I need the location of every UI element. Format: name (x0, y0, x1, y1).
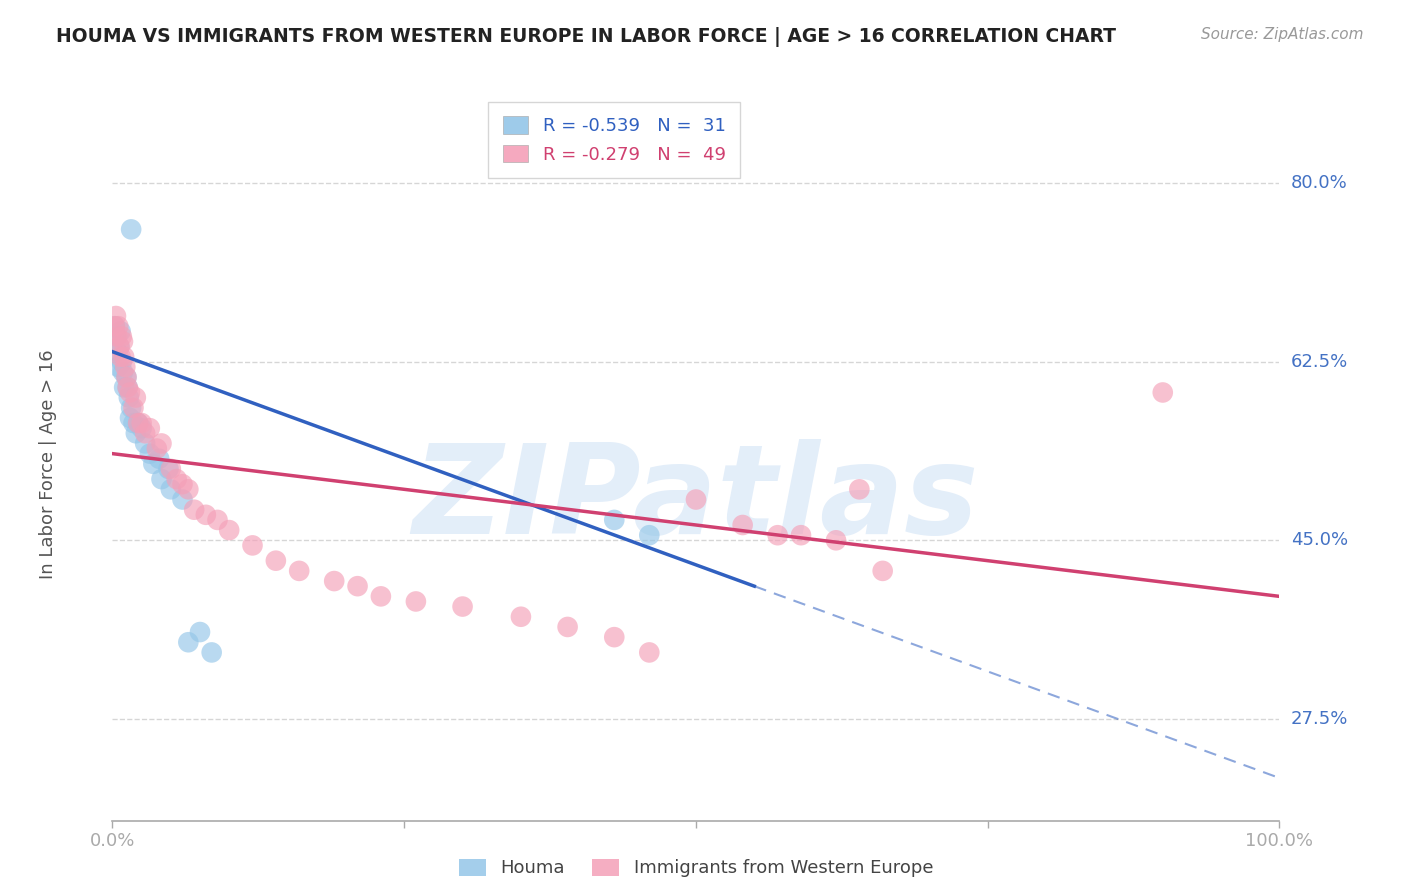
Point (134, 436, 156, 450)
Point (451, 599, 474, 614)
Point (117, 380, 139, 394)
Point (110, 324, 132, 338)
Point (146, 442, 169, 456)
Point (134, 426, 156, 441)
Point (160, 462, 183, 476)
Point (105, 344, 128, 359)
Point (108, 340, 131, 354)
Point (160, 483, 183, 497)
Point (150, 436, 173, 450)
Point (114, 359, 136, 374)
Text: 45.0%: 45.0% (1291, 532, 1348, 549)
Point (323, 574, 346, 588)
Point (731, 518, 754, 533)
Point (111, 355, 134, 369)
Point (766, 528, 789, 542)
Point (127, 416, 149, 430)
Point (104, 329, 127, 343)
Point (603, 513, 626, 527)
Text: HOUMA VS IMMIGRANTS FROM WESTERN EUROPE IN LABOR FORCE | AGE > 16 CORRELATION CH: HOUMA VS IMMIGRANTS FROM WESTERN EUROPE … (56, 27, 1116, 46)
Text: 62.5%: 62.5% (1291, 353, 1348, 371)
Point (207, 513, 229, 527)
Point (127, 416, 149, 430)
Point (118, 391, 141, 405)
Point (120, 401, 142, 415)
Point (104, 319, 127, 334)
Point (166, 472, 188, 486)
Legend: Houma, Immigrants from Western Europe: Houma, Immigrants from Western Europe (446, 846, 946, 890)
Point (638, 645, 661, 659)
Point (111, 334, 134, 349)
Point (157, 462, 180, 476)
Point (790, 528, 813, 542)
Point (104, 319, 127, 334)
Point (177, 635, 200, 649)
Point (125, 426, 148, 441)
Point (111, 329, 134, 343)
Point (118, 385, 141, 400)
Point (111, 365, 134, 379)
Point (848, 483, 870, 497)
Point (557, 620, 579, 634)
Point (172, 477, 194, 491)
Point (370, 590, 392, 604)
Point (117, 380, 139, 394)
Point (509, 609, 531, 624)
Point (685, 492, 707, 507)
Point (139, 421, 162, 435)
Text: In Labor Force | Age > 16: In Labor Force | Age > 16 (39, 349, 58, 579)
Point (201, 645, 224, 659)
Point (125, 391, 148, 405)
Point (105, 329, 128, 343)
Point (118, 411, 141, 425)
Point (218, 523, 240, 537)
Point (107, 319, 129, 334)
Point (108, 340, 131, 354)
Point (264, 554, 287, 568)
Point (872, 564, 894, 578)
Point (122, 416, 145, 430)
Point (172, 492, 194, 507)
Point (120, 222, 142, 236)
Text: 27.5%: 27.5% (1291, 710, 1348, 728)
Point (638, 528, 661, 542)
Point (148, 451, 170, 466)
Point (346, 579, 368, 593)
Point (112, 350, 135, 364)
Point (288, 564, 311, 578)
Point (115, 370, 138, 384)
Point (131, 416, 153, 430)
Point (177, 483, 200, 497)
Point (110, 350, 132, 364)
Point (131, 421, 153, 435)
Point (194, 508, 217, 522)
Text: ZIPatlas: ZIPatlas (413, 439, 979, 560)
Point (1152, 385, 1174, 400)
Point (112, 380, 135, 394)
Point (405, 594, 427, 608)
Point (242, 538, 264, 552)
Point (825, 533, 848, 548)
Point (115, 370, 138, 384)
Text: 80.0%: 80.0% (1291, 175, 1347, 193)
Point (188, 625, 211, 640)
Text: Source: ZipAtlas.com: Source: ZipAtlas.com (1201, 27, 1364, 42)
Point (107, 359, 129, 374)
Point (104, 309, 127, 323)
Point (139, 447, 162, 461)
Point (183, 502, 205, 516)
Point (150, 472, 173, 486)
Point (603, 630, 626, 644)
Point (142, 457, 165, 471)
Point (122, 401, 145, 415)
